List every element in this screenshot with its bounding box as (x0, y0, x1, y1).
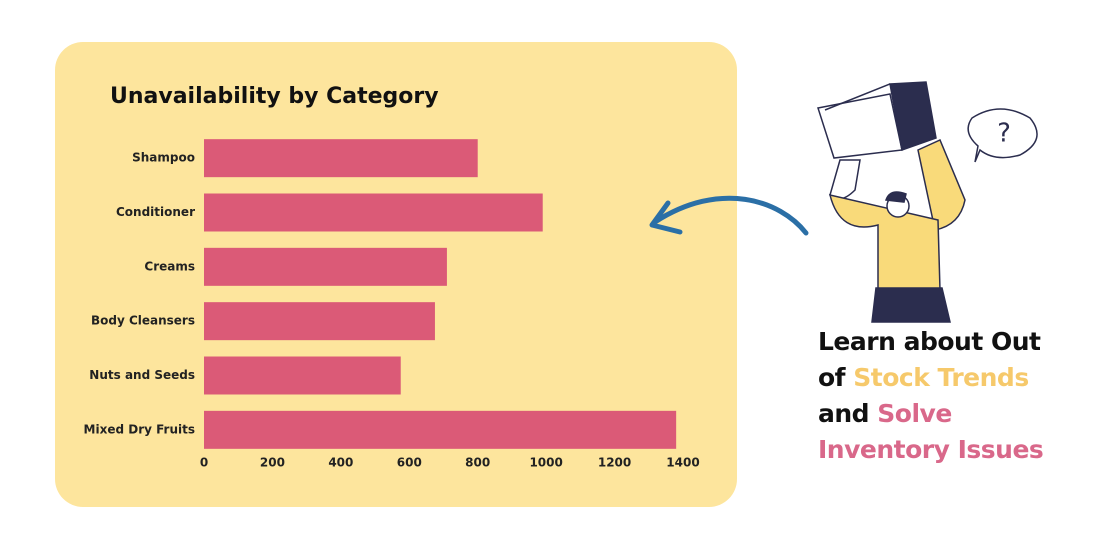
x-tick-label: 800 (465, 456, 490, 470)
chart-title: Unavailability by Category (110, 84, 439, 109)
caption-text: Solve (877, 399, 952, 428)
caption-text: of (818, 363, 854, 392)
bar (204, 410, 677, 449)
question-mark: ? (997, 119, 1011, 149)
caption-text: Stock Trends (853, 363, 1029, 392)
x-tick-label: 0 (200, 456, 208, 470)
y-tick-label: Shampoo (132, 151, 195, 165)
y-tick-label: Nuts and Seeds (89, 368, 195, 382)
caption-line: Learn about Out (818, 324, 1043, 360)
bar (204, 356, 401, 395)
caption-line: of Stock Trends (818, 360, 1043, 396)
x-tick-label: 200 (260, 456, 285, 470)
x-tick-label: 1000 (529, 456, 562, 470)
y-tick-label: Body Cleansers (91, 314, 195, 328)
y-tick-label: Mixed Dry Fruits (84, 422, 195, 436)
caption: Learn about Out of Stock Trends and Solve I… (818, 324, 1044, 468)
caption-text: Learn about Out (818, 327, 1041, 356)
caption-text: Inventory Issues (818, 435, 1044, 464)
bar (204, 193, 543, 232)
caption-line: and Solve (818, 396, 1043, 432)
caption-line: Inventory Issues (818, 432, 1044, 468)
y-tick-label: Conditioner (116, 205, 195, 219)
arrow (652, 195, 809, 236)
x-tick-label: 1400 (666, 456, 699, 470)
bar (204, 247, 447, 286)
arrow-head (649, 200, 683, 235)
illustration: ? (817, 81, 1038, 323)
bar (204, 302, 435, 341)
x-tick-label: 400 (328, 456, 353, 470)
bar (204, 139, 478, 178)
x-tick-label: 1200 (598, 456, 631, 470)
y-tick-label: Creams (144, 259, 195, 273)
x-tick-label: 600 (397, 456, 422, 470)
caption-text: and (818, 399, 878, 428)
